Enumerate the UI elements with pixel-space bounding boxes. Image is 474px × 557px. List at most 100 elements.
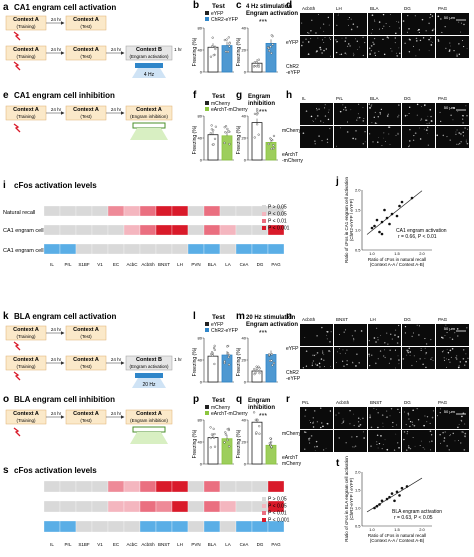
cfos-cell <box>437 40 440 42</box>
data-point <box>209 446 212 449</box>
cfos-cell <box>323 449 325 451</box>
cfos-cell <box>356 435 358 438</box>
cfos-cell <box>456 143 458 145</box>
cfos-cell <box>369 52 371 54</box>
cfos-cell <box>302 367 305 369</box>
legend-earcht: eArchT-mCherry <box>211 411 248 417</box>
data-point <box>224 50 228 53</box>
panel-o-title: BLA engram cell inhibition <box>14 395 115 404</box>
micrograph-tile <box>402 36 435 58</box>
cfos-cell <box>416 40 418 42</box>
micrograph-tile <box>368 430 401 452</box>
cfos-cell <box>430 44 433 46</box>
cfos-cell <box>315 363 317 365</box>
data-point <box>410 196 414 200</box>
data-point <box>212 54 215 57</box>
cfos-cell <box>389 26 391 27</box>
cfos-cell <box>340 53 343 55</box>
engram-inhibition-label: (Engram inhibition) <box>130 114 168 119</box>
heatmap-cell <box>91 224 109 236</box>
cfos-cell <box>321 326 323 329</box>
cfos-cell <box>412 424 414 426</box>
data-point <box>268 49 271 52</box>
panel-p-title: Test <box>212 397 226 404</box>
panel-letter-f: f <box>193 90 197 101</box>
data-point <box>255 65 258 68</box>
heatmap-cell <box>219 205 237 217</box>
heatmap-cell <box>155 205 173 217</box>
cfos-cell <box>441 31 443 33</box>
heatmap-cell <box>235 243 253 255</box>
cfos-cell <box>339 110 342 113</box>
data-point <box>225 38 228 41</box>
cfos-cell <box>386 416 388 418</box>
cfos-cell <box>395 367 396 369</box>
cfos-cell <box>431 15 434 17</box>
cfos-cell <box>380 435 382 437</box>
micrograph-tile <box>334 126 367 148</box>
column-label: AcbC <box>126 262 138 267</box>
context-a-box <box>125 105 173 121</box>
legend-swatch <box>262 226 266 230</box>
cfos-cell <box>341 37 343 39</box>
data-point <box>400 486 404 490</box>
heatmap-cell <box>75 520 93 533</box>
region-label: PrL <box>336 96 344 101</box>
cfos-cell <box>324 115 327 117</box>
panel-c: c 4 Hz stimulation Engram activation Fre… <box>236 0 298 75</box>
legend-swatch <box>262 219 266 223</box>
cfos-cell <box>442 431 444 434</box>
row-label-mcherry: mCherry <box>282 431 302 437</box>
engram-activation-label: (Engram activation) <box>129 364 169 369</box>
cfos-cell <box>373 43 375 45</box>
data-point <box>380 499 384 503</box>
cfos-cell <box>383 53 386 56</box>
bar <box>207 46 219 73</box>
cfos-cell <box>463 23 465 26</box>
column-label: PVN <box>191 542 200 547</box>
cfos-cell <box>412 436 414 439</box>
legend-swatch <box>262 504 266 508</box>
bar <box>251 370 263 383</box>
cfos-cell <box>353 338 355 340</box>
cfos-cell <box>371 122 373 124</box>
cfos-cell <box>419 358 421 360</box>
test-label: (Test) <box>80 24 92 29</box>
cfos-cell <box>414 132 417 135</box>
data-point <box>209 55 213 58</box>
cfos-cell <box>463 358 465 360</box>
cfos-cell <box>465 353 467 355</box>
row-label-chr2: ChR2 <box>286 64 299 70</box>
cfos-cell <box>416 114 418 116</box>
data-point <box>255 61 258 64</box>
legend-swatch-earcht <box>205 411 209 415</box>
y-axis-label: Ratio of cFos in CA1 engram cell activat… <box>344 176 349 263</box>
cfos-cell <box>444 359 446 361</box>
cfos-cell <box>310 435 313 437</box>
cfos-cell <box>430 434 433 436</box>
cfos-cell <box>329 341 331 343</box>
cfos-cell <box>330 366 332 367</box>
cfos-cell <box>319 366 321 368</box>
micrograph-tile <box>436 36 469 58</box>
heatmap-cell <box>235 224 253 236</box>
heatmap-cell <box>203 224 221 236</box>
cfos-cell <box>466 48 468 49</box>
cfos-cell <box>411 421 413 423</box>
context-a-label: Context A <box>136 107 162 113</box>
heatmap-cell <box>43 500 61 513</box>
cfos-cell <box>465 141 467 143</box>
cfos-cell <box>305 365 308 367</box>
cfos-cell <box>372 28 374 30</box>
cfos-cell <box>360 419 362 420</box>
scatter-t: 1.0 1.5 2.0 0.5 1.0 1.5 2.0 BLA engram activati… <box>344 456 442 543</box>
cfos-cell <box>451 347 454 350</box>
cfos-cell <box>370 105 372 107</box>
heatmap-cell <box>91 520 109 533</box>
cfos-cell <box>460 442 462 444</box>
significance-marker: *** <box>259 413 267 420</box>
bar <box>207 437 219 465</box>
cfos-cell <box>442 350 444 352</box>
cfos-cell <box>454 440 456 442</box>
cfos-cell <box>381 414 384 416</box>
